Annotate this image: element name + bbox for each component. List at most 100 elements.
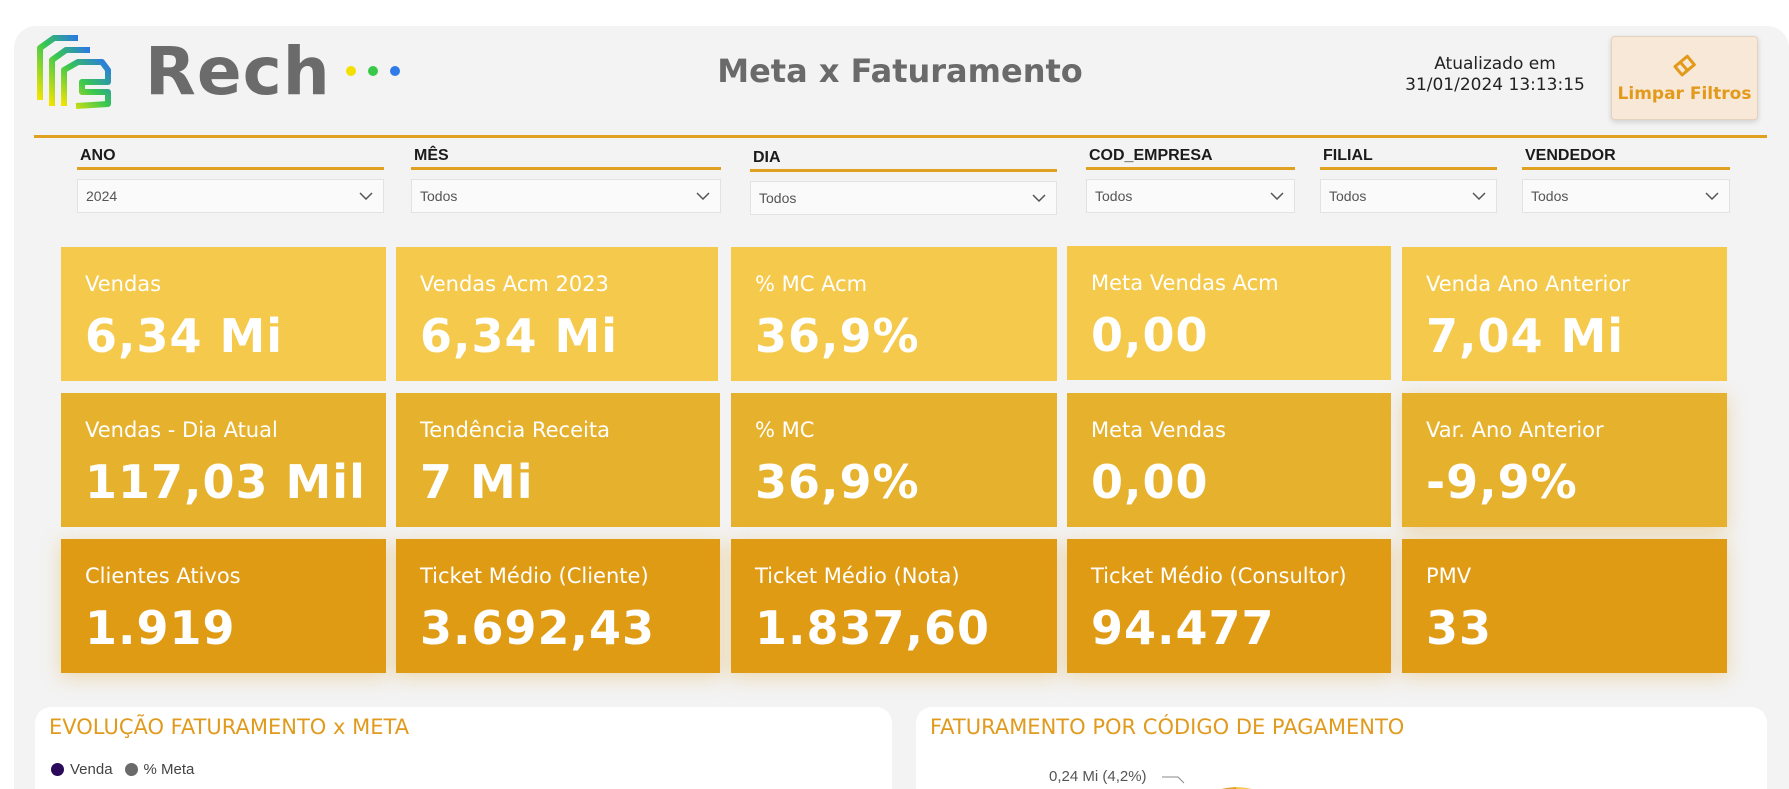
eraser-icon xyxy=(1673,54,1696,77)
chart-legend: Venda % Meta xyxy=(51,761,194,778)
chevron-down-icon xyxy=(1705,192,1719,200)
kpi-label: Meta Vendas Acm xyxy=(1091,271,1279,295)
kpi-label: Vendas - Dia Atual xyxy=(85,418,278,442)
kpi-value: 1.919 xyxy=(85,601,236,655)
rech-logo-icon xyxy=(37,35,111,109)
filter-ano-dropdown[interactable]: 2024 xyxy=(77,179,384,213)
kpi-value: 6,34 Mi xyxy=(85,309,284,363)
kpi-vendas-acm-2023: Vendas Acm 2023 6,34 Mi xyxy=(396,247,718,381)
kpi-clientes-ativos: Clientes Ativos 1.919 xyxy=(61,539,386,673)
filter-underline xyxy=(1086,167,1295,170)
legend-swatch xyxy=(124,763,138,776)
filter-vendedor: VENDEDOR Todos xyxy=(1522,146,1730,213)
kpi-label: Ticket Médio (Nota) xyxy=(755,564,960,588)
filter-cod-empresa-label: COD_EMPRESA xyxy=(1089,147,1213,164)
filter-filial-label: FILIAL xyxy=(1323,147,1373,164)
chevron-down-icon xyxy=(1270,192,1284,200)
filter-filial-value: Todos xyxy=(1329,188,1367,204)
kpi-ticket-medio-consultor: Ticket Médio (Consultor) 94.477 xyxy=(1067,539,1391,673)
pie-leader-line xyxy=(1162,776,1185,784)
pie-slice-label: 0,24 Mi (4,2%) xyxy=(1049,768,1147,785)
brand-dots xyxy=(346,66,400,76)
filter-cod-empresa-value: Todos xyxy=(1095,188,1133,204)
kpi-label: Ticket Médio (Consultor) xyxy=(1091,564,1347,588)
chevron-down-icon xyxy=(1032,194,1046,202)
filter-dia: DIA Todos xyxy=(750,148,1057,215)
last-updated: Atualizado em 31/01/2024 13:13:15 xyxy=(1395,54,1595,96)
filter-mes-dropdown[interactable]: Todos xyxy=(411,179,721,213)
legend-label: Venda xyxy=(70,761,113,778)
kpi-meta-vendas-acm: Meta Vendas Acm 0,00 xyxy=(1067,246,1391,380)
kpi-label: % MC xyxy=(755,418,815,442)
brand-dot-green xyxy=(368,66,378,76)
kpi-label: % MC Acm xyxy=(755,272,868,296)
kpi-value: 6,34 Mi xyxy=(420,309,619,363)
kpi-value: 0,00 xyxy=(1091,455,1209,509)
last-updated-label: Atualizado em xyxy=(1434,54,1556,74)
filter-filial-dropdown[interactable]: Todos xyxy=(1320,179,1497,213)
filter-ano: ANO 2024 xyxy=(77,146,384,213)
filter-underline xyxy=(750,169,1057,172)
kpi-value: 36,9% xyxy=(755,309,920,363)
filter-cod-empresa-dropdown[interactable]: Todos xyxy=(1086,179,1295,213)
filter-mes-value: Todos xyxy=(420,188,458,204)
legend-label: % Meta xyxy=(143,761,195,778)
kpi-mc: % MC 36,9% xyxy=(731,393,1057,527)
filter-cod-empresa: COD_EMPRESA Todos xyxy=(1086,146,1295,213)
kpi-ticket-medio-nota: Ticket Médio (Nota) 1.837,60 xyxy=(731,539,1057,673)
last-updated-value: 31/01/2024 13:13:15 xyxy=(1405,75,1585,95)
kpi-vendas-dia-atual: Vendas - Dia Atual 117,03 Mil xyxy=(61,393,386,527)
filter-mes-label: MÊS xyxy=(414,147,449,164)
filter-underline xyxy=(1320,167,1497,170)
filter-vendedor-label: VENDEDOR xyxy=(1525,147,1616,164)
kpi-var-ano-anterior: Var. Ano Anterior -9,9% xyxy=(1402,393,1727,527)
kpi-label: Var. Ano Anterior xyxy=(1426,418,1604,442)
header-divider xyxy=(34,135,1767,138)
kpi-venda-ano-anterior: Venda Ano Anterior 7,04 Mi xyxy=(1402,247,1727,381)
filter-dia-dropdown[interactable]: Todos xyxy=(750,181,1057,215)
panel-title: EVOLUÇÃO FATURAMENTO x META xyxy=(49,715,410,739)
kpi-value: 117,03 Mil xyxy=(85,455,366,509)
kpi-label: Meta Vendas xyxy=(1091,418,1226,442)
chevron-down-icon xyxy=(696,192,710,200)
kpi-label: Tendência Receita xyxy=(420,418,610,442)
kpi-ticket-medio-cliente: Ticket Médio (Cliente) 3.692,43 xyxy=(396,539,720,673)
kpi-value: 3.692,43 xyxy=(420,601,655,655)
filter-ano-value: 2024 xyxy=(86,188,118,204)
panel-faturamento-pagamento: FATURAMENTO POR CÓDIGO DE PAGAMENTO 0,24… xyxy=(916,707,1767,789)
filter-filial: FILIAL Todos xyxy=(1320,146,1497,213)
kpi-value: 94.477 xyxy=(1091,601,1275,655)
filter-mes: MÊS Todos xyxy=(411,146,721,213)
filter-vendedor-value: Todos xyxy=(1531,188,1569,204)
kpi-value: 7 Mi xyxy=(420,455,534,509)
panel-evolucao-faturamento: EVOLUÇÃO FATURAMENTO x META Venda % Meta xyxy=(35,707,892,789)
filter-underline xyxy=(411,167,721,170)
chevron-down-icon xyxy=(1472,192,1486,200)
kpi-tendencia-receita: Tendência Receita 7 Mi xyxy=(396,393,720,527)
legend-item-meta[interactable]: % Meta xyxy=(124,761,195,778)
kpi-label: Vendas xyxy=(85,272,162,296)
panel-title: FATURAMENTO POR CÓDIGO DE PAGAMENTO xyxy=(930,715,1405,739)
kpi-value: 0,00 xyxy=(1091,308,1209,362)
filter-underline xyxy=(77,167,384,170)
filter-ano-label: ANO xyxy=(80,147,116,164)
kpi-value: 7,04 Mi xyxy=(1426,309,1625,363)
kpi-value: -9,9% xyxy=(1426,455,1578,509)
clear-filters-label: Limpar Filtros xyxy=(1617,84,1752,104)
pie-chart-top xyxy=(1220,787,1252,789)
kpi-mc-acm: % MC Acm 36,9% xyxy=(731,247,1057,381)
legend-swatch xyxy=(51,763,64,776)
clear-filters-button[interactable]: Limpar Filtros xyxy=(1611,36,1758,120)
page-title: Meta x Faturamento xyxy=(717,52,1083,90)
filter-vendedor-dropdown[interactable]: Todos xyxy=(1522,179,1730,213)
kpi-label: Clientes Ativos xyxy=(85,564,241,588)
brand-dot-blue xyxy=(390,66,400,76)
filter-underline xyxy=(1522,167,1730,170)
filter-dia-value: Todos xyxy=(759,190,797,206)
kpi-value: 36,9% xyxy=(755,455,920,509)
kpi-pmv: PMV 33 xyxy=(1402,539,1727,673)
legend-item-venda[interactable]: Venda xyxy=(51,761,113,778)
kpi-value: 33 xyxy=(1426,601,1493,655)
kpi-value: 1.837,60 xyxy=(755,601,990,655)
chevron-down-icon xyxy=(359,192,373,200)
